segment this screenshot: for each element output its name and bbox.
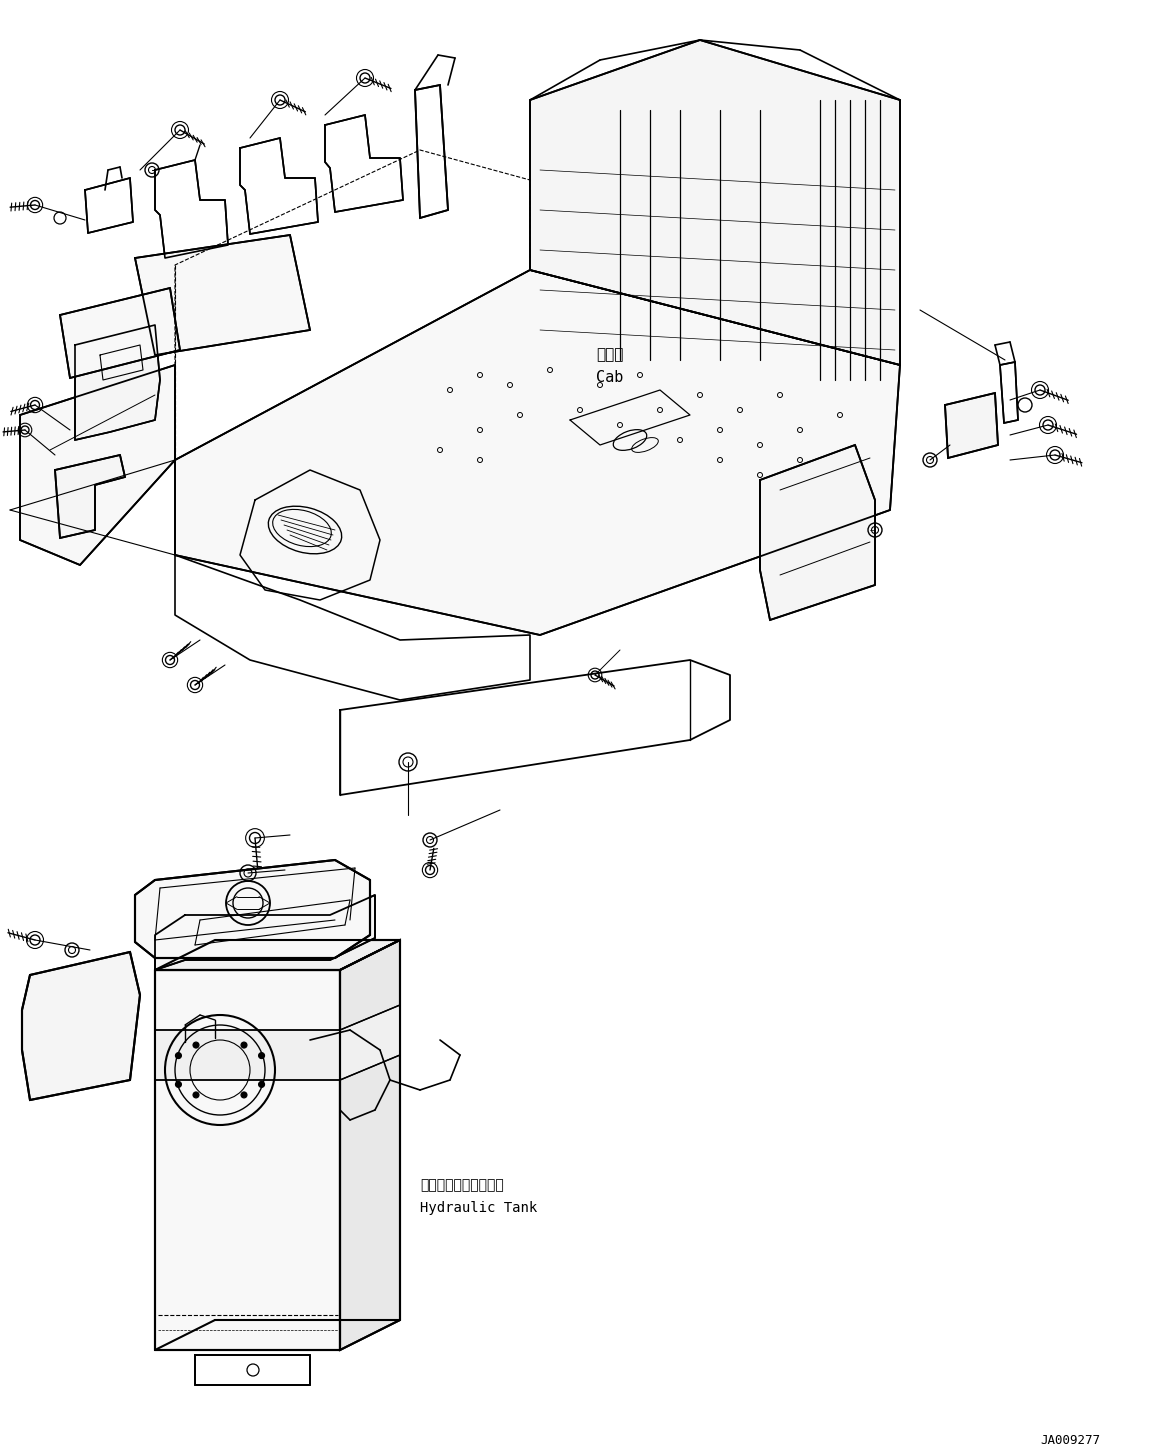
- Polygon shape: [174, 269, 900, 635]
- Polygon shape: [759, 446, 875, 620]
- Polygon shape: [155, 160, 228, 258]
- Polygon shape: [85, 178, 133, 233]
- Polygon shape: [1000, 363, 1018, 424]
- Polygon shape: [240, 138, 317, 234]
- Circle shape: [258, 1053, 264, 1059]
- Polygon shape: [55, 454, 124, 539]
- Circle shape: [241, 1092, 247, 1098]
- Circle shape: [258, 1082, 264, 1088]
- Circle shape: [176, 1082, 181, 1088]
- Polygon shape: [155, 941, 400, 970]
- Polygon shape: [155, 1005, 400, 1080]
- Polygon shape: [60, 288, 180, 379]
- Polygon shape: [415, 84, 448, 218]
- Circle shape: [193, 1042, 199, 1048]
- Polygon shape: [340, 941, 400, 1350]
- Polygon shape: [195, 1356, 311, 1385]
- Polygon shape: [135, 860, 370, 958]
- Polygon shape: [74, 325, 160, 440]
- Text: JA009277: JA009277: [1040, 1434, 1100, 1446]
- Circle shape: [193, 1092, 199, 1098]
- Polygon shape: [324, 115, 404, 213]
- Text: Cab: Cab: [597, 370, 623, 384]
- Polygon shape: [22, 952, 140, 1099]
- Circle shape: [176, 1053, 181, 1059]
- Polygon shape: [135, 234, 311, 355]
- Polygon shape: [155, 970, 340, 1350]
- Polygon shape: [946, 393, 998, 459]
- Circle shape: [241, 1042, 247, 1048]
- Text: ハイドロリックタンク: ハイドロリックタンク: [420, 1178, 504, 1192]
- Text: キャブ: キャブ: [597, 348, 623, 363]
- Polygon shape: [20, 365, 174, 565]
- Polygon shape: [155, 895, 374, 970]
- Text: Hydraulic Tank: Hydraulic Tank: [420, 1201, 537, 1214]
- Polygon shape: [530, 39, 900, 365]
